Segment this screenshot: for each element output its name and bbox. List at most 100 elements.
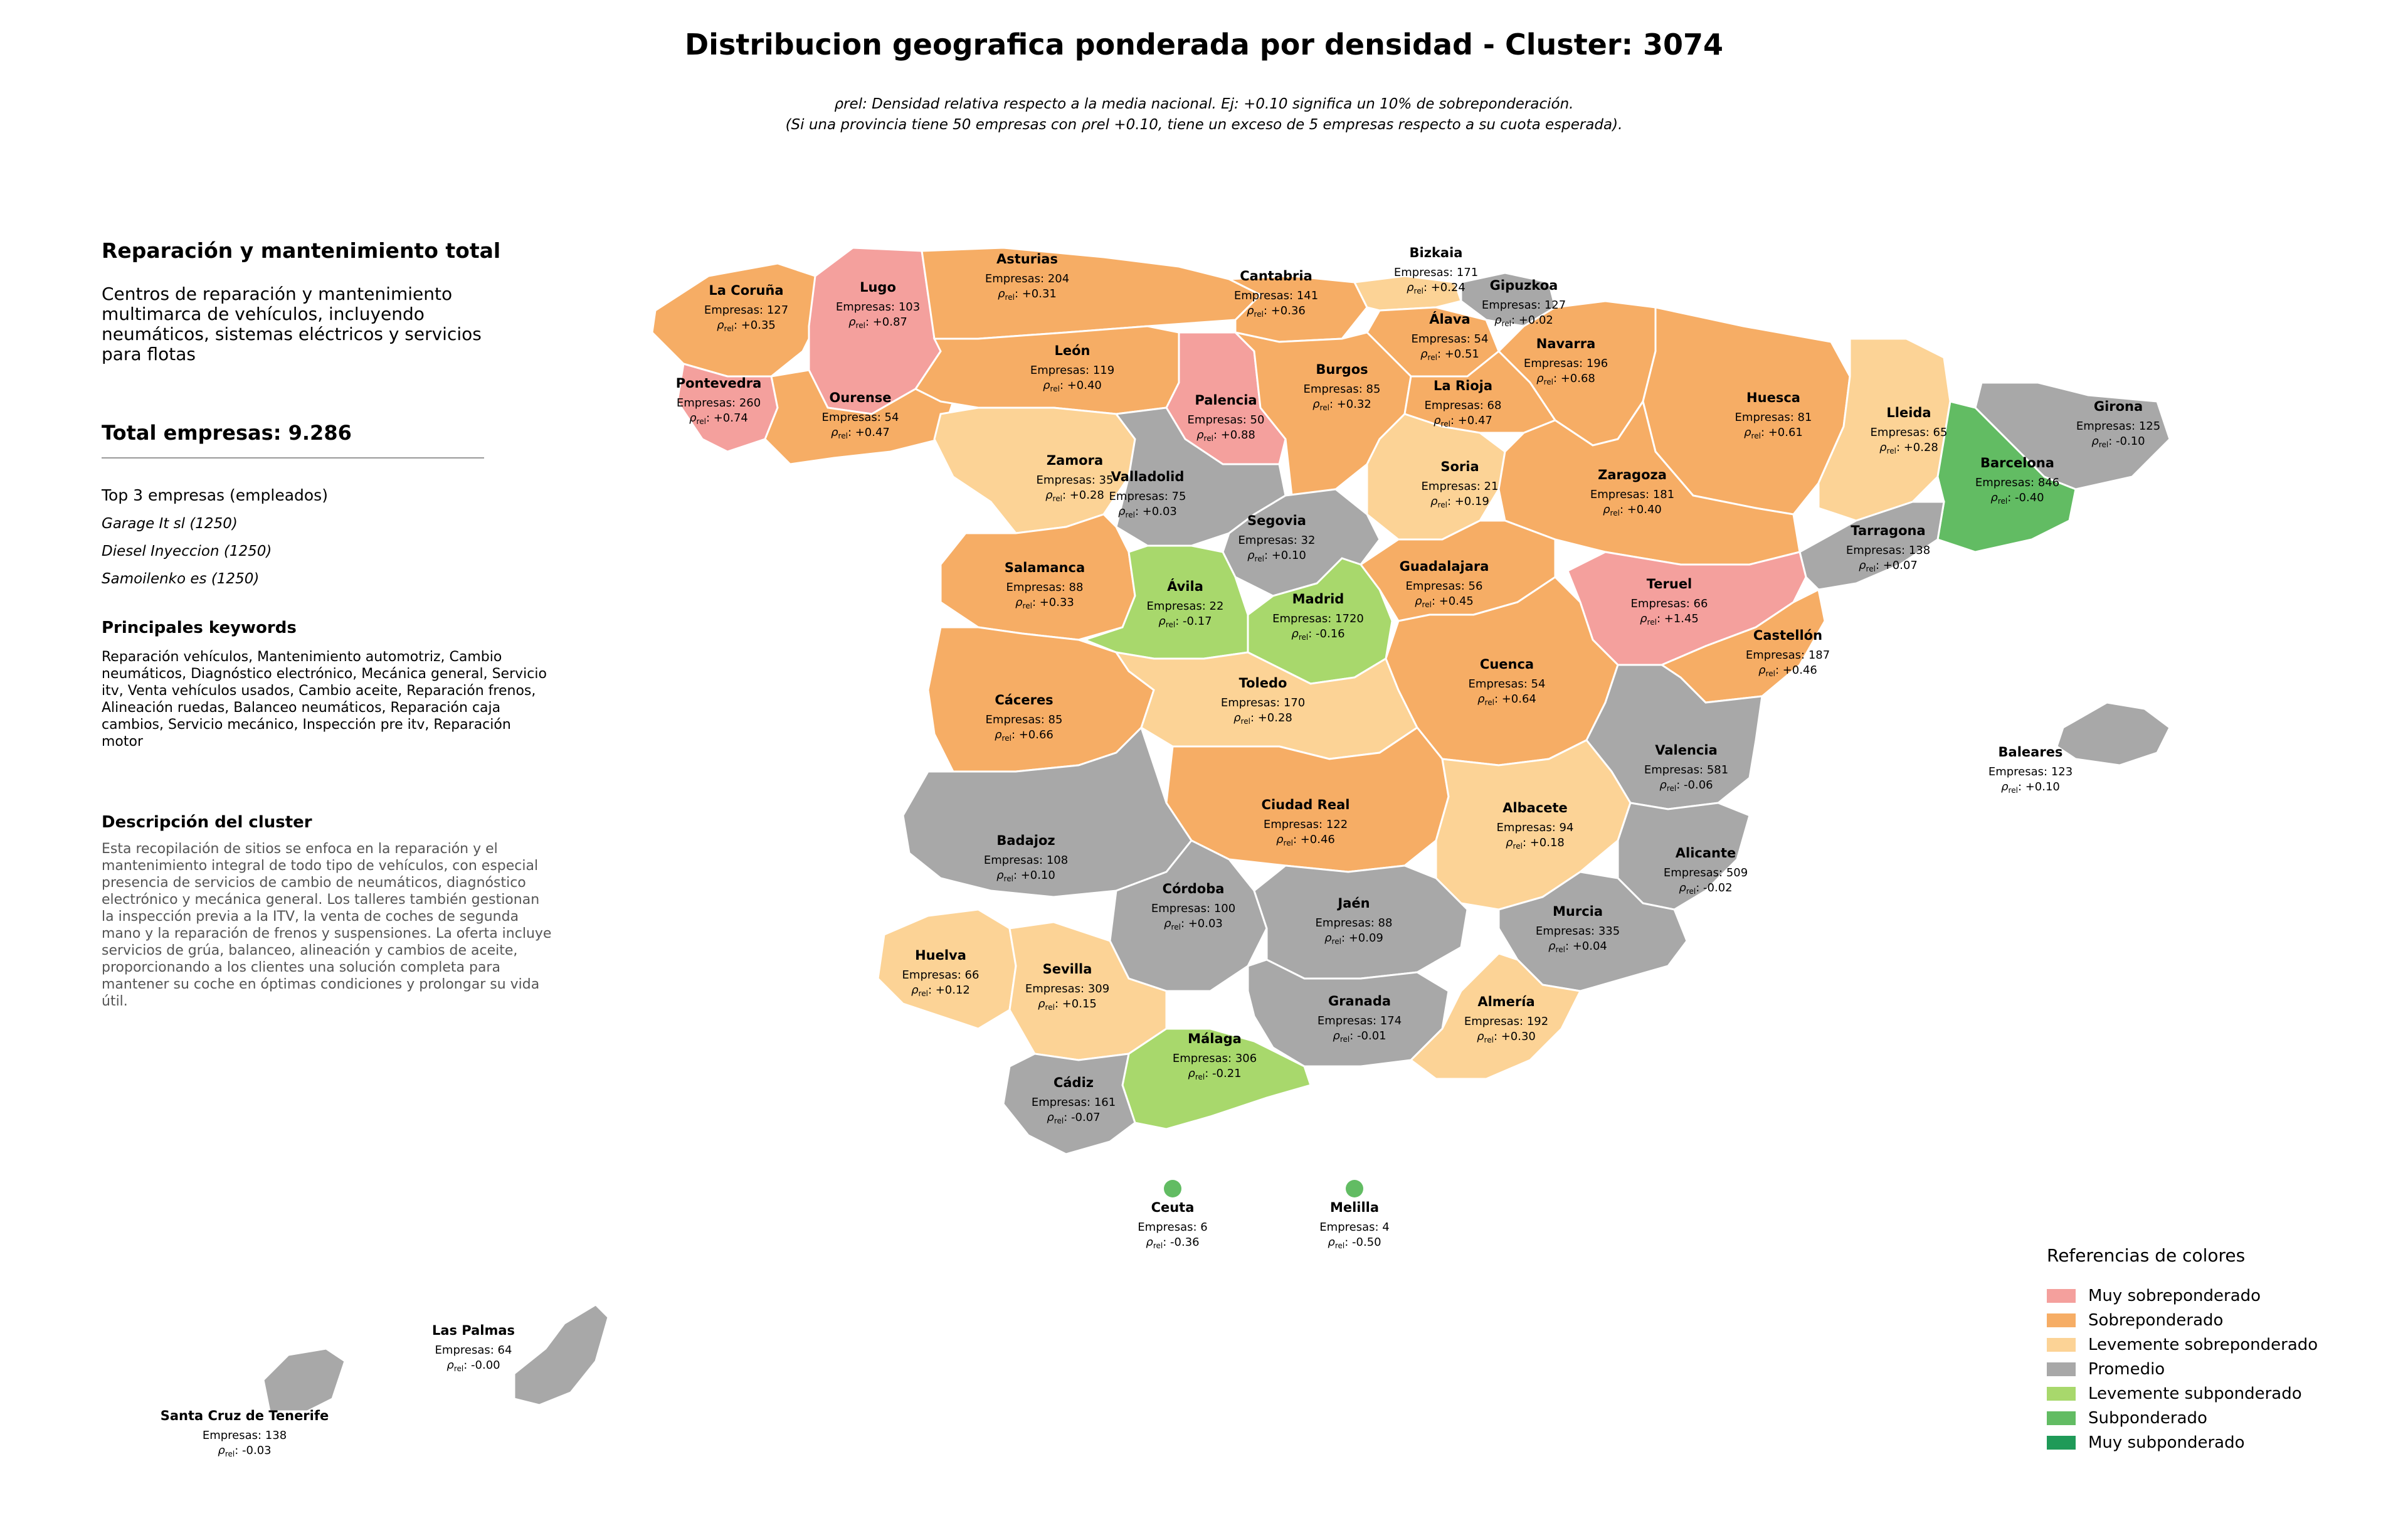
province-count: Empresas: 100: [1151, 902, 1235, 915]
legend-item: Levemente sobreponderado: [2047, 1332, 2373, 1357]
province-count: Empresas: 181: [1590, 488, 1674, 501]
province-name: Girona: [2094, 399, 2143, 414]
province-label: Cantabria Empresas: 141 ρrel: +0.36: [1234, 268, 1318, 319]
province-label: Ávila Empresas: 22 ρrel: -0.17: [1147, 578, 1224, 629]
province-count: Empresas: 68: [1425, 399, 1502, 412]
province-labels: La Coruña Empresas: 127 ρrel: +0.35 Lugo Emp…: [161, 245, 2160, 1458]
legend-label: Levemente subponderado: [2088, 1384, 2302, 1403]
province-label: Málaga Empresas: 306 ρrel: -0.21: [1173, 1031, 1257, 1081]
province-name: Ciudad Real: [1262, 797, 1350, 812]
province-label: Baleares Empresas: 123 ρrel: +0.10: [1988, 745, 2073, 795]
province-rho: ρrel: +0.10: [1247, 549, 1306, 563]
province-rho: ρrel: +0.09: [1324, 931, 1383, 946]
legend-label: Muy subponderado: [2088, 1433, 2245, 1452]
total-companies: Total empresas: 9.286: [102, 421, 352, 445]
province-count: Empresas: 581: [1644, 763, 1728, 777]
province-salamanca: [939, 513, 1136, 641]
province-rho: ρrel: +0.12: [911, 984, 970, 998]
province-rho: ρrel: +0.03: [1118, 505, 1177, 519]
province-murcia: [1497, 871, 1688, 992]
legend-label: Sobreponderado: [2088, 1310, 2224, 1330]
province-name: Madrid: [1292, 592, 1344, 607]
province-name: Valladolid: [1111, 469, 1185, 484]
province-rho: ρrel: +0.68: [1536, 372, 1595, 386]
legend-swatch: [2047, 1362, 2076, 1376]
province-rho: ρrel: +0.28: [1045, 489, 1104, 503]
legend-item: Levemente subponderado: [2047, 1381, 2373, 1406]
legend-swatch: [2047, 1288, 2076, 1303]
legend-label: Levemente sobreponderado: [2088, 1335, 2318, 1354]
province-name: Zamora: [1047, 453, 1103, 468]
legend-swatch: [2047, 1386, 2076, 1401]
province-name: Toledo: [1239, 676, 1287, 691]
province-rho: ρrel: +0.87: [848, 316, 907, 330]
province-name: León: [1054, 343, 1090, 358]
province-count: Empresas: 335: [1536, 925, 1620, 938]
panel-heading: Reparación y mantenimiento total: [102, 238, 501, 263]
province-rho: ρrel: +0.47: [831, 426, 890, 440]
province-count: Empresas: 138: [203, 1429, 287, 1442]
province-cadiz: [1002, 1053, 1136, 1155]
province-name: La Rioja: [1434, 378, 1492, 393]
province-count: Empresas: 64: [435, 1344, 512, 1357]
map-title: Distribucion geografica ponderada por de…: [685, 28, 1723, 61]
province-count: Empresas: 846: [1975, 476, 2059, 489]
province-count: Empresas: 141: [1234, 289, 1318, 302]
province-regions: [262, 247, 2171, 1413]
province-count: Empresas: 260: [677, 396, 761, 410]
province-rho: ρrel: +0.51: [1420, 348, 1479, 362]
province-count: Empresas: 54: [1412, 332, 1489, 346]
keywords-text: Reparación vehículos, Mantenimiento auto…: [102, 649, 547, 750]
legend-swatch: [2047, 1337, 2076, 1352]
province-count: Empresas: 196: [1524, 357, 1608, 370]
top-company: Garage It sl (1250): [102, 516, 238, 532]
province-rho: ρrel: +0.10: [996, 869, 1055, 883]
province-label: Cáceres Empresas: 85 ρrel: +0.66: [986, 692, 1063, 743]
province-count: Empresas: 81: [1735, 411, 1812, 424]
province-rho: ρrel: +0.46: [1276, 833, 1335, 847]
province-count: Empresas: 50: [1188, 413, 1265, 427]
keywords-heading: Principales keywords: [102, 618, 297, 637]
province-rho: ρrel: +0.45: [1415, 595, 1474, 609]
legend-swatch: [2047, 1313, 2076, 1327]
legend-item: Muy sobreponderado: [2047, 1283, 2373, 1308]
province-bizkaia: [1353, 275, 1462, 312]
province-count: Empresas: 85: [986, 713, 1063, 726]
province-count: Empresas: 21: [1422, 480, 1499, 493]
province-count: Empresas: 161: [1032, 1096, 1116, 1109]
province-count: Empresas: 174: [1318, 1014, 1402, 1027]
top-companies-list: Garage It sl (1250) Diesel Inyeccion (12…: [102, 516, 566, 587]
province-rho: ρrel: +0.33: [1015, 596, 1074, 610]
province-rho: ρrel: -0.16: [1291, 627, 1344, 642]
province-label: Granada Empresas: 174 ρrel: -0.01: [1318, 994, 1402, 1044]
province-name: Segovia: [1247, 513, 1306, 528]
province-rho: ρrel: +0.32: [1312, 398, 1371, 412]
province-name: Melilla: [1330, 1200, 1379, 1215]
province-count: Empresas: 306: [1173, 1052, 1257, 1065]
province-almeria: [1409, 952, 1582, 1080]
province-count: Empresas: 56: [1406, 580, 1483, 593]
panel-description: Centros de reparación y mantenimiento mu…: [102, 284, 482, 364]
province-name: Murcia: [1553, 904, 1603, 919]
province-count: Empresas: 54: [1469, 677, 1546, 691]
province-name: Pontevedra: [676, 376, 762, 391]
province-rho: ρrel: +0.74: [689, 411, 748, 426]
province-label: Segovia Empresas: 32 ρrel: +0.10: [1238, 513, 1316, 563]
cluster-heading: Descripción del cluster: [102, 813, 312, 832]
province-count: Empresas: 192: [1464, 1015, 1548, 1028]
province-name: Jaén: [1336, 896, 1370, 911]
province-rho: ρrel: -0.17: [1158, 615, 1212, 629]
province-rho: ρrel: +0.28: [1233, 711, 1292, 726]
province-name: Ávila: [1167, 578, 1203, 594]
province-rho: ρrel: +0.18: [1506, 836, 1565, 851]
province-rho: ρrel: +1.45: [1640, 612, 1699, 627]
province-rho: ρrel: -0.10: [2091, 435, 2145, 449]
province-label: Toledo Empresas: 170 ρrel: +0.28: [1221, 676, 1305, 726]
province-label: Santa Cruz de Tenerife Empresas: 138 ρrel:…: [161, 1408, 329, 1458]
province-label: Cádiz Empresas: 161 ρrel: -0.07: [1032, 1075, 1116, 1125]
province-name: Álava: [1429, 311, 1470, 327]
province-rho: ρrel: +0.30: [1477, 1030, 1536, 1044]
